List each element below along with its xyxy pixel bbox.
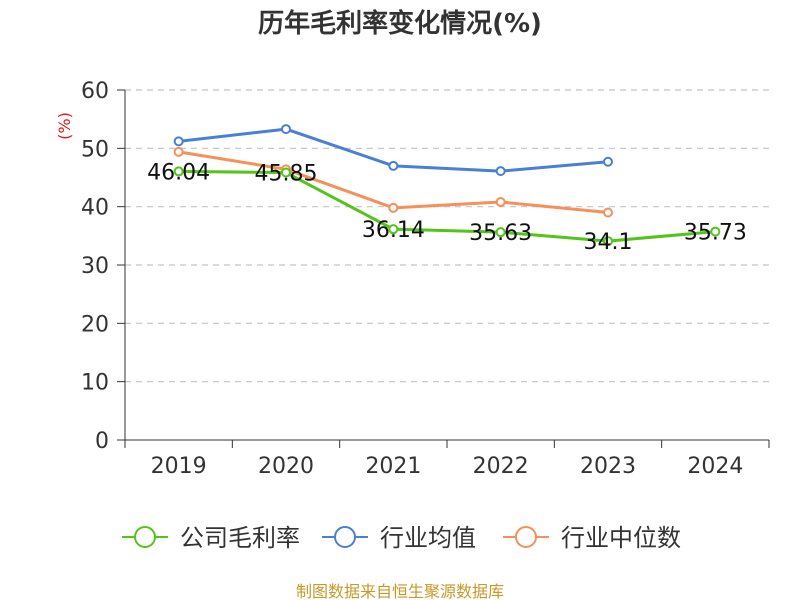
data-point [495, 197, 506, 207]
legend-label: 公司毛利率 [180, 524, 300, 552]
y-axis-ticks: 0 10 20 30 40 50 60 [81, 79, 125, 454]
data-point [173, 166, 184, 177]
chart-title: 历年毛利率变化情况(%) [258, 8, 542, 39]
legend-marker [515, 526, 537, 548]
data-point [388, 202, 399, 213]
series-line [178, 169, 716, 243]
y-tick-label: 30 [81, 254, 109, 279]
x-tick-label: 2019 [151, 454, 207, 479]
legend: 公司毛利率 行业均值 行业中位数 [122, 524, 681, 552]
legend-label: 行业均值 [380, 524, 476, 552]
data-label: 45.85 [255, 162, 318, 187]
data-point [603, 207, 613, 218]
data-point [710, 226, 721, 237]
data-label: 34.1 [584, 230, 633, 255]
source-note: 制图数据来自恒生聚源数据库 [296, 582, 504, 600]
data-label: 36.14 [362, 218, 425, 243]
data-label: 35.73 [684, 221, 747, 246]
y-tick-label: 20 [81, 312, 109, 337]
data-point [281, 124, 291, 135]
y-tick-label: 40 [81, 196, 109, 221]
data-point [495, 227, 506, 238]
y-tick-label: 60 [81, 79, 109, 104]
data-point [173, 136, 184, 147]
x-tick-label: 2021 [365, 454, 421, 479]
legend-marker [334, 526, 356, 548]
data-point [173, 146, 184, 157]
series-group [173, 124, 721, 247]
legend-label: 行业中位数 [561, 524, 681, 552]
data-label: 35.63 [469, 221, 532, 246]
x-axis-ticks: 2019 2020 2021 2022 2023 2024 [124, 440, 770, 479]
data-point [388, 160, 399, 171]
x-tick-label: 2023 [580, 454, 636, 479]
y-axis-label: (%) [55, 112, 74, 140]
legend-marker [134, 526, 156, 548]
x-tick-label: 2020 [258, 454, 314, 479]
y-tick-label: 10 [81, 371, 109, 396]
data-point [281, 167, 291, 178]
y-tick-label: 50 [81, 137, 109, 162]
x-tick-label: 2024 [687, 454, 743, 479]
data-label: 46.04 [147, 160, 210, 185]
x-tick-label: 2022 [473, 454, 529, 479]
grid-lines [125, 89, 769, 383]
data-point [388, 224, 399, 235]
data-point [495, 166, 506, 177]
data-point [603, 156, 613, 167]
y-tick-label: 0 [95, 429, 109, 454]
data-labels: 46.04 45.85 36.14 35.63 34.1 35.73 [147, 160, 747, 255]
data-point [603, 236, 613, 247]
